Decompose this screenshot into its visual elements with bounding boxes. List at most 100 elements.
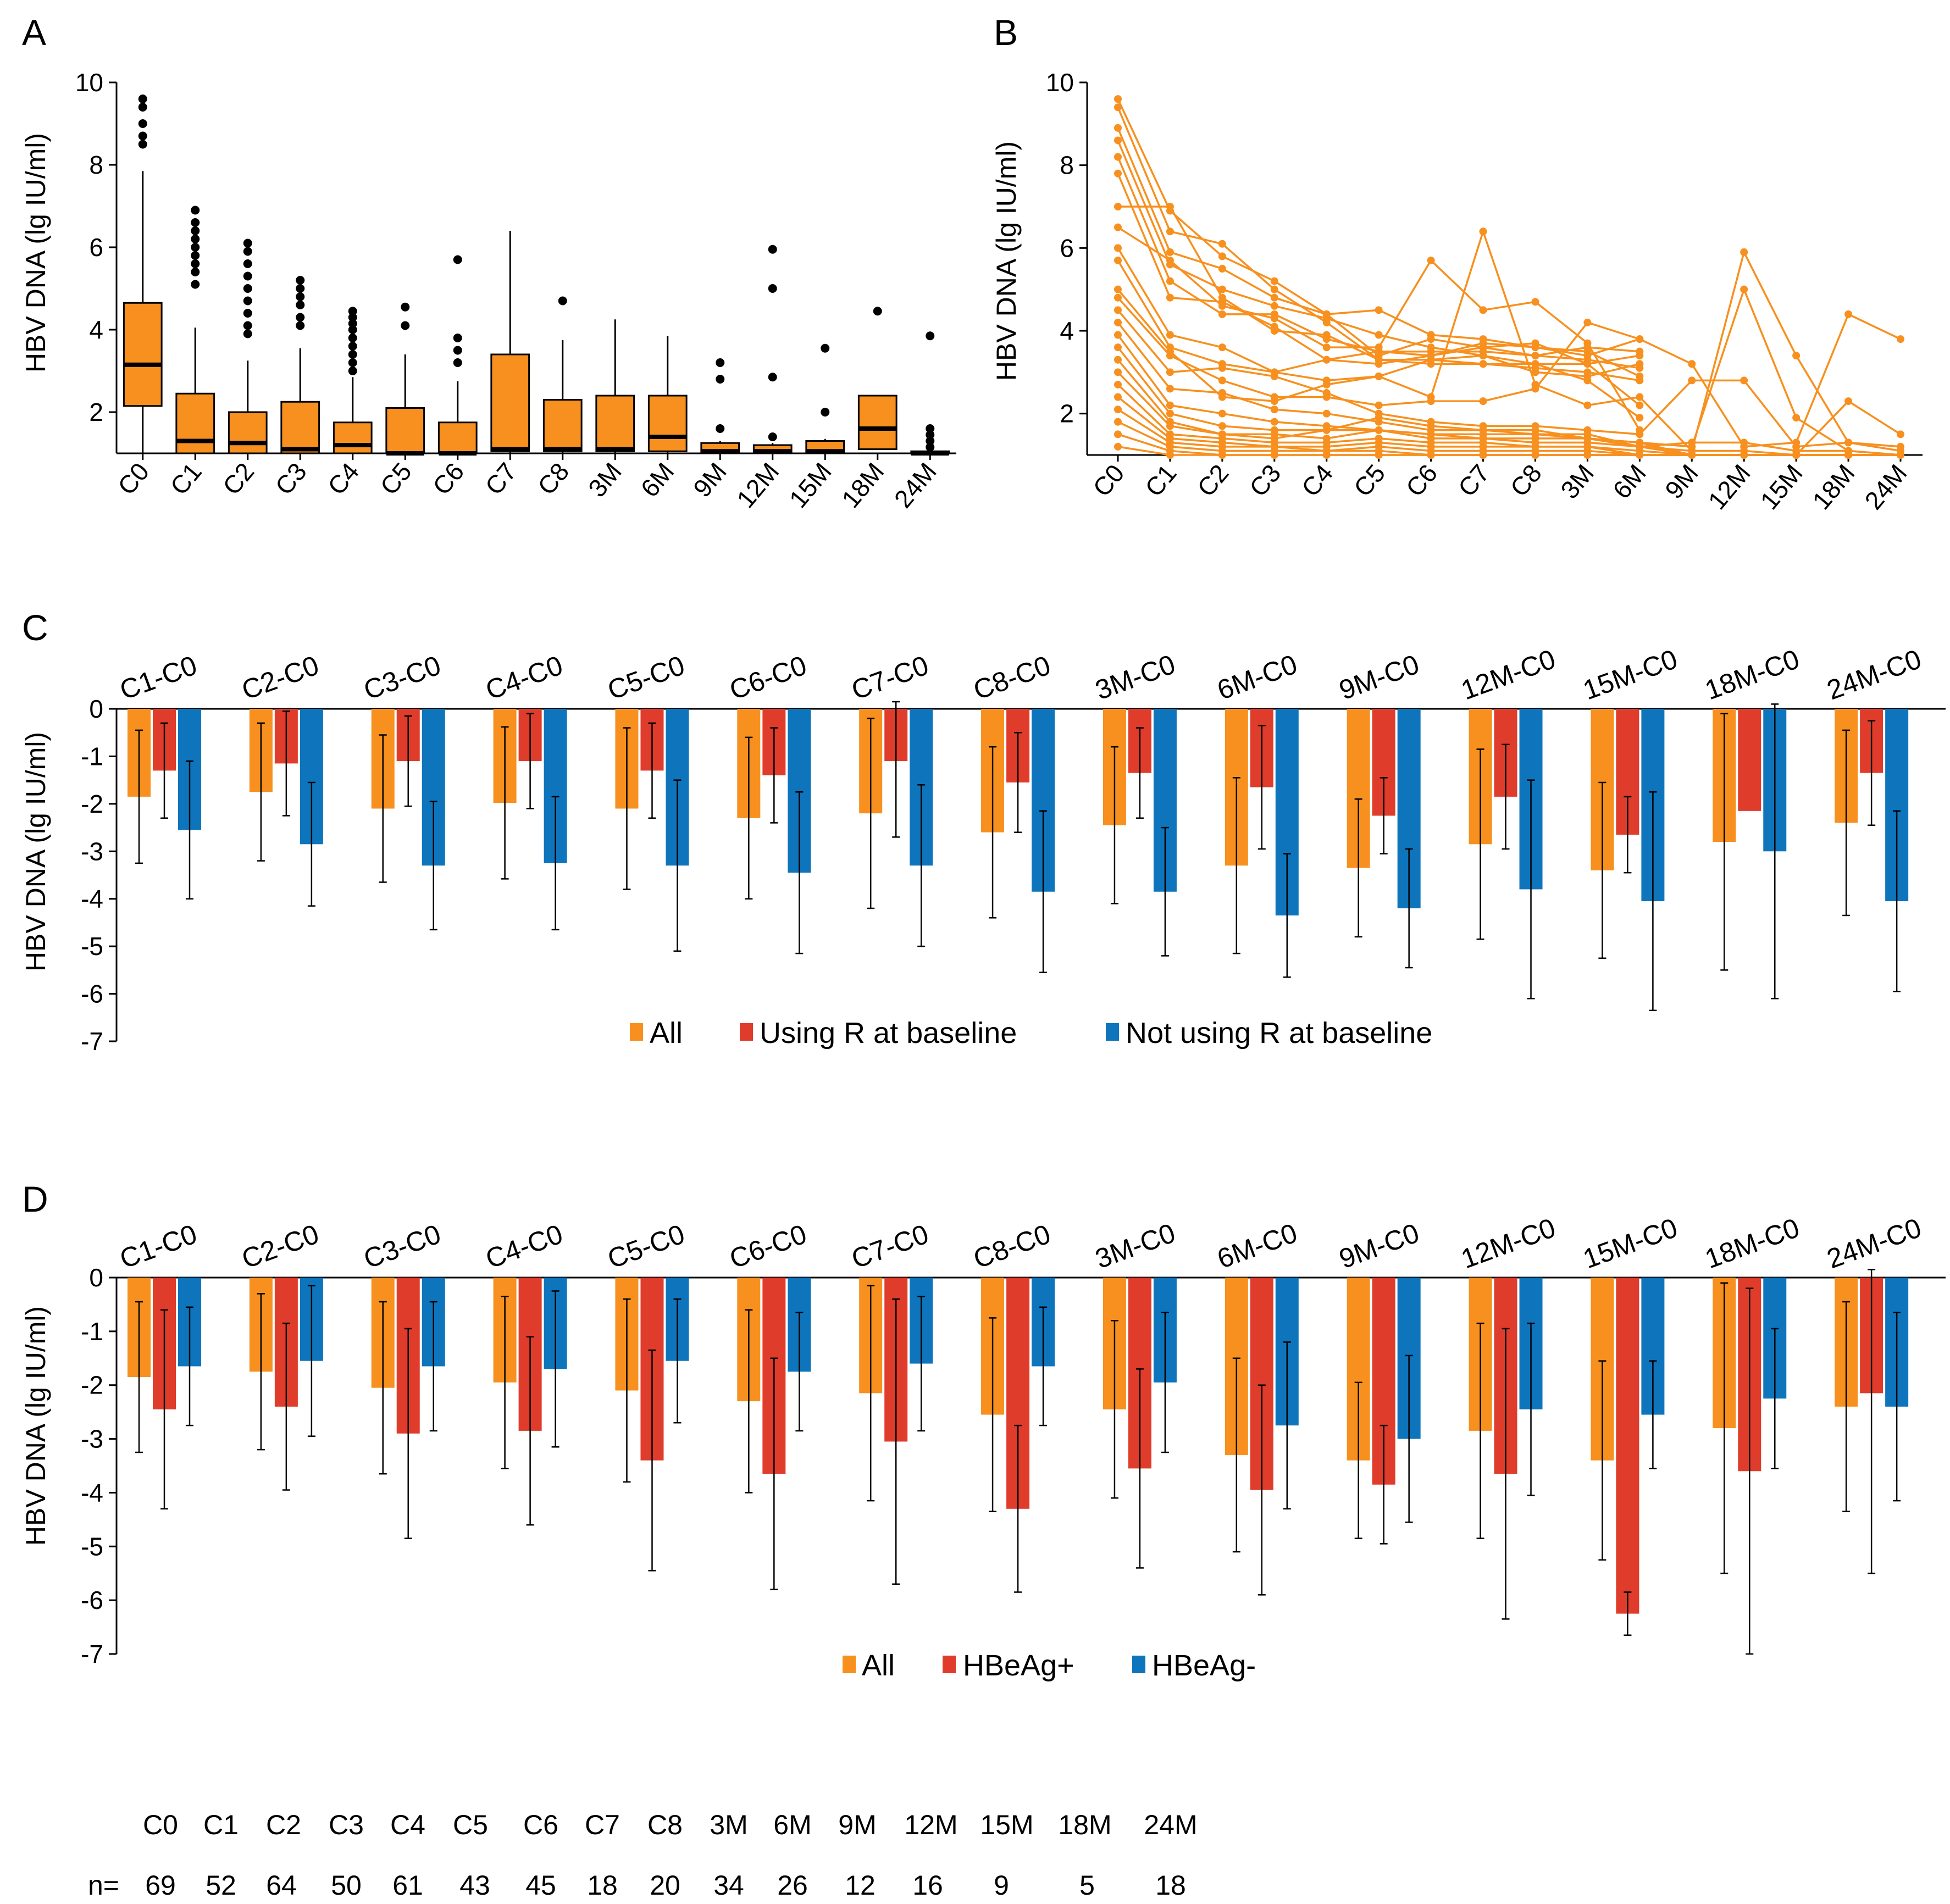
- b-series-point: [1322, 314, 1331, 323]
- b-series-point: [1531, 434, 1539, 442]
- b-series-point: [1166, 248, 1174, 256]
- a-outlier: [296, 321, 305, 330]
- legend-swatch-using-r: [740, 1023, 753, 1041]
- b-series-point: [1636, 335, 1644, 343]
- b-series-point: [1583, 360, 1592, 368]
- a-outlier: [243, 284, 252, 293]
- a-y-tick-label: 6: [89, 233, 103, 262]
- b-series-point: [1531, 368, 1539, 376]
- b-series-point: [1270, 372, 1278, 380]
- panel-d-legend: All HBeAg+ HBeAg-: [843, 1649, 1256, 1682]
- a-outlier: [348, 307, 357, 316]
- table-n-value: 43: [459, 1870, 490, 1901]
- b-series-point: [1166, 422, 1174, 430]
- b-series-point: [1375, 451, 1383, 459]
- b-series-point: [1322, 451, 1331, 459]
- d-y-tick-label: -5: [81, 1532, 103, 1561]
- a-outlier: [348, 313, 357, 322]
- b-series-point: [1166, 227, 1174, 236]
- b-series-point: [1427, 347, 1435, 356]
- b-series-point: [1897, 451, 1904, 459]
- d-y-tick-label: -4: [81, 1478, 103, 1507]
- c-y-tick-label: -6: [81, 980, 103, 1008]
- b-series-point: [1270, 406, 1278, 414]
- b-series-line: [1117, 286, 1901, 456]
- b-series-point: [1114, 136, 1122, 145]
- d-y-tick-label: -1: [81, 1317, 103, 1346]
- b-series-point: [1479, 426, 1487, 434]
- b-series-line: [1117, 446, 1901, 456]
- a-outlier: [191, 243, 200, 252]
- a-outlier: [453, 255, 462, 264]
- b-series-point: [1427, 335, 1435, 343]
- a-box: [123, 302, 163, 407]
- b-series-point: [1688, 360, 1696, 368]
- sample-size-table: n= C0 C1 C2 C3 C4 C5 C6 C7 C8 3M 6M 9M 12M 15M 18M 24M 6…: [88, 1809, 1198, 1901]
- b-series-point: [1166, 293, 1174, 302]
- a-y-tick-label: 8: [89, 151, 103, 179]
- b-series-point: [1166, 256, 1174, 264]
- n-label: n=: [88, 1870, 119, 1901]
- b-series-point: [1583, 451, 1592, 459]
- a-outlier: [821, 408, 830, 417]
- b-series-point: [1218, 364, 1226, 372]
- b-series-point: [1844, 451, 1853, 459]
- b-series-point: [1375, 356, 1383, 364]
- b-series-point: [1740, 285, 1748, 293]
- a-outlier: [926, 331, 935, 341]
- b-series-point: [1322, 380, 1331, 388]
- b-series-point: [1740, 451, 1748, 459]
- a-outlier: [138, 131, 147, 141]
- b-series-point: [1636, 401, 1644, 409]
- b-series-point: [1218, 389, 1226, 397]
- b-series-line: [1117, 321, 1901, 456]
- a-outlier: [926, 436, 935, 446]
- b-series-point: [1114, 153, 1122, 161]
- b-series-point: [1688, 376, 1696, 385]
- b-series-point: [1740, 248, 1748, 256]
- legend-label-hbeag-neg: HBeAg-: [1152, 1649, 1256, 1682]
- b-series-point: [1583, 318, 1592, 326]
- a-outlier: [348, 367, 357, 375]
- b-series-point: [1322, 343, 1331, 352]
- c-y-tick-label: 0: [89, 695, 103, 723]
- b-series-point: [1636, 451, 1644, 459]
- b-series-point: [1114, 124, 1122, 132]
- table-timepoint: 9M: [838, 1809, 876, 1840]
- b-series-point: [1114, 418, 1122, 426]
- a-outlier: [243, 321, 252, 330]
- a-box: [437, 421, 478, 454]
- legend-label-all-d: All: [862, 1649, 895, 1682]
- b-series-point: [1375, 306, 1383, 314]
- b-series-point: [1792, 451, 1801, 459]
- a-outlier: [401, 302, 410, 312]
- d-y-tick-label: -2: [81, 1371, 103, 1400]
- b-series-point: [1270, 327, 1278, 335]
- panel-label-d: D: [22, 1179, 48, 1219]
- a-outlier: [191, 226, 200, 235]
- table-timepoint: C6: [523, 1809, 558, 1840]
- a-outlier: [716, 375, 725, 384]
- b-series-point: [1114, 368, 1122, 376]
- a-outlier: [191, 280, 200, 289]
- a-outlier: [453, 358, 462, 367]
- b-series-point: [1114, 285, 1122, 293]
- b-series-point: [1270, 277, 1278, 285]
- b-series-point: [1897, 430, 1904, 438]
- b-series-point: [1114, 103, 1122, 112]
- b-series-point: [1218, 310, 1226, 318]
- c-y-tick-label: -2: [81, 790, 103, 818]
- table-timepoint: C7: [585, 1809, 620, 1840]
- table-timepoint: C2: [266, 1809, 301, 1840]
- a-outlier: [768, 432, 777, 441]
- a-outlier: [926, 442, 935, 452]
- legend-swatch-hbeag-pos: [943, 1656, 956, 1673]
- b-series-point: [1218, 422, 1226, 430]
- b-series-point: [1479, 306, 1487, 314]
- b-series-point: [1844, 397, 1853, 406]
- b-series-point: [1375, 401, 1383, 409]
- b-series-point: [1166, 331, 1174, 339]
- b-series-point: [1270, 314, 1278, 323]
- a-box: [175, 392, 215, 454]
- b-series-point: [1375, 347, 1383, 356]
